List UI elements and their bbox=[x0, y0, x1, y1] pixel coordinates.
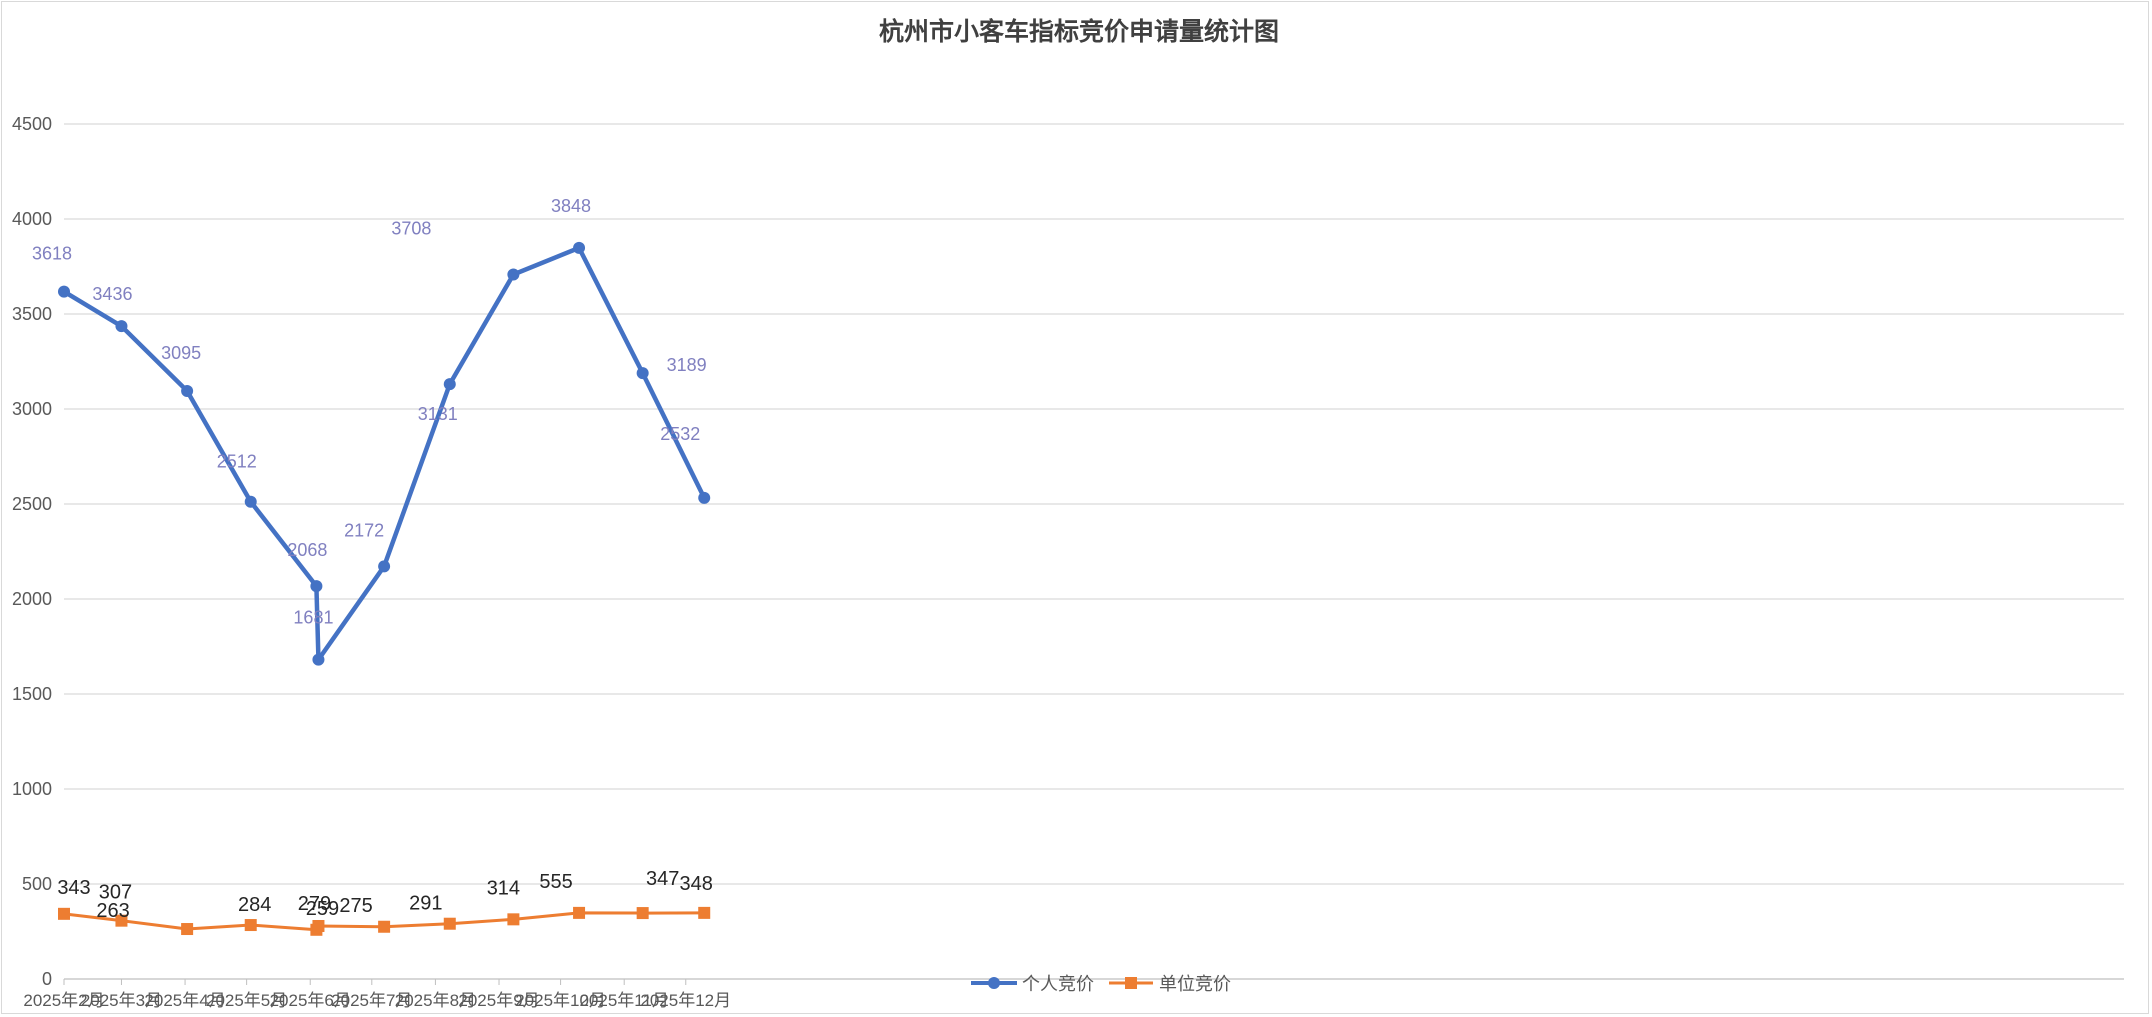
x-tick-label: 2025年3月 bbox=[81, 991, 162, 1010]
data-point bbox=[181, 384, 194, 397]
data-labels: 3618 3436 3095 2512 2068 1681 2172 3131 3708 3848… bbox=[32, 196, 713, 922]
data-label: 291 bbox=[409, 893, 442, 915]
data-label: 555 bbox=[539, 871, 572, 893]
x-tick-label: 2025年5月 bbox=[206, 991, 287, 1010]
data-point bbox=[573, 906, 586, 919]
data-point bbox=[244, 919, 257, 932]
data-label: 284 bbox=[238, 894, 271, 916]
data-label: 348 bbox=[680, 873, 713, 895]
data-point bbox=[181, 923, 194, 936]
x-tick-label: 2025年4月 bbox=[144, 991, 225, 1010]
data-label: 259 bbox=[306, 898, 339, 920]
data-label: 3095 bbox=[161, 343, 201, 363]
x-tick-label: 2025年10月 bbox=[515, 991, 606, 1010]
data-point bbox=[573, 241, 586, 254]
data-label: 307 bbox=[99, 882, 132, 904]
data-label: 279 bbox=[298, 893, 331, 915]
data-point bbox=[312, 919, 325, 932]
data-point bbox=[58, 907, 70, 920]
data-label: 2532 bbox=[660, 424, 700, 444]
data-label: 343 bbox=[57, 877, 90, 899]
data-label: 3848 bbox=[551, 196, 591, 216]
data-label: 2172 bbox=[344, 520, 384, 540]
y-tick-label: 4500 bbox=[12, 114, 52, 134]
legend-marker-company bbox=[1125, 977, 1137, 989]
data-label: 314 bbox=[487, 877, 520, 899]
series-line-personal bbox=[62, 245, 707, 662]
data-label: 263 bbox=[96, 900, 129, 922]
data-point bbox=[636, 367, 649, 380]
gridlines bbox=[64, 123, 2124, 980]
chart-title: 杭州市小客车指标竞价申请量统计图 bbox=[879, 17, 1279, 46]
data-point bbox=[698, 906, 711, 919]
y-tick-label: 3000 bbox=[12, 399, 52, 419]
y-tick-label: 1000 bbox=[12, 779, 52, 799]
data-label: 3189 bbox=[667, 355, 707, 375]
y-tick-label: 500 bbox=[22, 874, 52, 894]
data-point bbox=[310, 580, 323, 593]
y-tick-label: 3500 bbox=[12, 304, 52, 324]
series-line-company bbox=[63, 911, 705, 932]
data-point bbox=[58, 285, 70, 298]
data-label: 3708 bbox=[391, 218, 431, 238]
series-lines bbox=[58, 241, 711, 936]
data-point bbox=[378, 560, 391, 573]
data-label: 347 bbox=[646, 868, 679, 890]
legend-marker-personal bbox=[988, 977, 1000, 989]
y-tick-label: 2500 bbox=[12, 494, 52, 514]
data-label: 2512 bbox=[217, 452, 257, 472]
y-tick-label: 2000 bbox=[12, 589, 52, 609]
data-label: 3618 bbox=[32, 244, 72, 264]
data-label: 275 bbox=[339, 895, 372, 917]
x-tick-label: 2025年12月 bbox=[640, 991, 731, 1010]
y-tick-label: 4000 bbox=[12, 209, 52, 229]
data-point bbox=[244, 495, 257, 508]
legend[interactable]: 个人竞价 单位竞价 bbox=[971, 974, 1231, 995]
data-point bbox=[443, 917, 456, 930]
legend-label-personal: 个人竞价 bbox=[1022, 974, 1094, 995]
x-axis-ticks: 2025年2月2025年3月2025年4月2025年5月2025年6月2025年… bbox=[23, 979, 731, 1010]
y-tick-label: 0 bbox=[42, 969, 52, 989]
x-tick-label: 2025年8月 bbox=[395, 991, 476, 1010]
data-point bbox=[115, 320, 128, 333]
data-point bbox=[115, 914, 128, 927]
data-point bbox=[443, 378, 456, 391]
y-axis-ticks: 0 500 1000 1500 2000 2500 3000 3500 4000 4500 bbox=[12, 114, 52, 989]
x-tick-label: 2025年2月 bbox=[23, 991, 104, 1010]
data-point bbox=[507, 913, 520, 926]
x-tick-label: 2025年11月 bbox=[579, 991, 668, 1010]
x-tick-label: 2025年7月 bbox=[331, 991, 412, 1010]
x-tick-label: 2025年6月 bbox=[270, 991, 351, 1010]
data-point bbox=[636, 907, 649, 920]
data-label: 2068 bbox=[287, 540, 327, 560]
x-tick-label: 2025年9月 bbox=[458, 991, 539, 1010]
data-label: 3436 bbox=[92, 284, 132, 304]
data-label: 1681 bbox=[293, 608, 333, 628]
legend-label-company: 单位竞价 bbox=[1159, 974, 1231, 995]
data-point bbox=[378, 920, 391, 933]
y-tick-label: 1500 bbox=[12, 684, 52, 704]
data-label: 3131 bbox=[418, 404, 458, 424]
data-point bbox=[312, 653, 325, 666]
data-point bbox=[507, 268, 520, 281]
data-point bbox=[698, 491, 711, 504]
